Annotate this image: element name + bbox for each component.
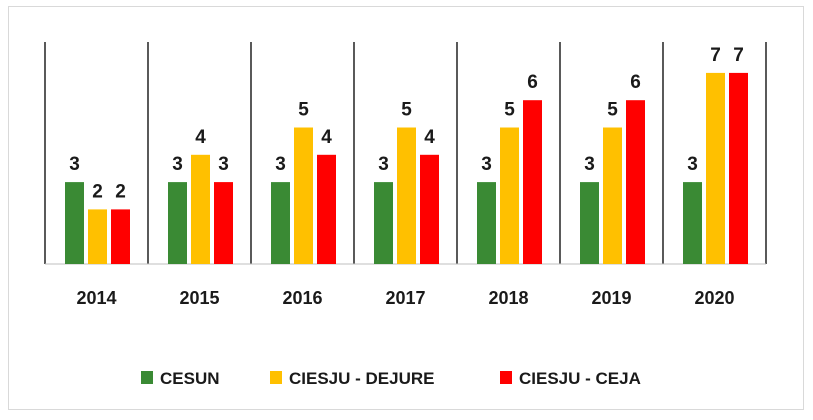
bar-cesun-2018 (477, 182, 496, 264)
x-tick-label: 2018 (488, 288, 528, 308)
bar-ciesju-dejure-2018 (500, 127, 519, 264)
bar-ciesju-ceja-2018 (523, 100, 542, 264)
x-tick-label: 2015 (179, 288, 219, 308)
legend-swatch (500, 371, 512, 384)
bar-cesun-2014 (65, 182, 84, 264)
data-label: 4 (321, 127, 332, 148)
bar-ciesju-dejure-2014 (88, 209, 107, 264)
bar-cesun-2017 (374, 182, 393, 264)
legend-label: CIESJU - DEJURE (289, 369, 434, 388)
bar-ciesju-ceja-2015 (214, 182, 233, 264)
data-label: 3 (218, 154, 229, 175)
data-label: 7 (710, 45, 721, 66)
data-label: 2 (115, 181, 126, 202)
data-label: 2 (92, 181, 103, 202)
data-label: 3 (584, 154, 595, 175)
bar-cesun-2020 (683, 182, 702, 264)
data-label: 6 (527, 72, 538, 93)
data-label: 3 (481, 154, 492, 175)
x-tick-label: 2017 (385, 288, 425, 308)
bar-ciesju-ceja-2016 (317, 154, 336, 264)
bar-ciesju-ceja-2019 (626, 100, 645, 264)
bar-ciesju-dejure-2017 (397, 127, 416, 264)
data-label: 4 (424, 127, 435, 148)
bar-ciesju-ceja-2017 (420, 154, 439, 264)
bar-cesun-2019 (580, 182, 599, 264)
data-label: 3 (172, 154, 183, 175)
data-label: 5 (401, 100, 412, 121)
bar-ciesju-ceja-2014 (111, 209, 130, 264)
bar-ciesju-ceja-2020 (729, 72, 748, 265)
x-tick-label: 2020 (694, 288, 734, 308)
data-label: 5 (504, 100, 515, 121)
data-label: 3 (378, 154, 389, 175)
x-tick-label: 2014 (76, 288, 116, 308)
x-tick-label: 2019 (591, 288, 631, 308)
data-label: 3 (69, 154, 80, 175)
x-tick-label: 2016 (282, 288, 322, 308)
data-label: 5 (298, 100, 309, 121)
data-label: 5 (607, 100, 618, 121)
bar-ciesju-dejure-2016 (294, 127, 313, 264)
legend-swatch (141, 371, 153, 384)
bar-ciesju-dejure-2015 (191, 154, 210, 264)
bar-cesun-2016 (271, 182, 290, 264)
data-label: 4 (195, 127, 206, 148)
data-label: 3 (687, 154, 698, 175)
legend-label: CESUN (160, 369, 220, 388)
legend-label: CIESJU - CEJA (519, 369, 641, 388)
bar-cesun-2015 (168, 182, 187, 264)
bar-ciesju-dejure-2019 (603, 127, 622, 264)
legend-swatch (270, 371, 282, 384)
bar-ciesju-dejure-2020 (706, 72, 725, 265)
data-label: 7 (733, 45, 744, 66)
data-label: 6 (630, 72, 641, 93)
data-label: 3 (275, 154, 286, 175)
